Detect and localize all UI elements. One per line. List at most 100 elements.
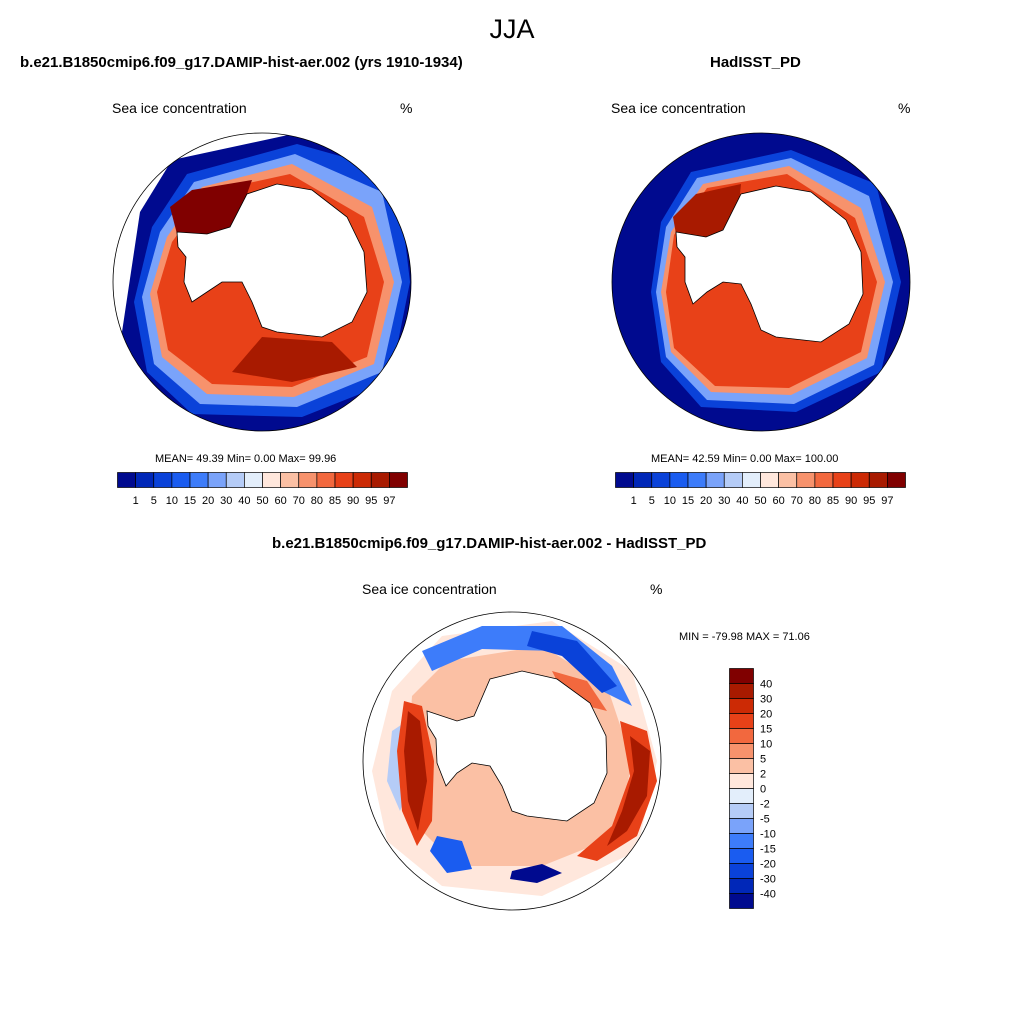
ice-core [673, 184, 741, 244]
colorbar-swatch [887, 472, 906, 488]
colorbar-swatch [298, 472, 318, 488]
colorbar-tick-label: 20 [700, 495, 712, 507]
colorbar-tick-label: 80 [809, 495, 821, 507]
colorbar-tick-label: 85 [329, 495, 341, 507]
colorbar-swatch [651, 472, 671, 488]
colorbar-tick-label: -5 [760, 814, 770, 826]
colorbar-tick-label: 70 [293, 495, 305, 507]
colorbar-swatch [171, 472, 191, 488]
panel-1-map [112, 132, 412, 432]
colorbar-tick-label: 15 [682, 495, 694, 507]
colorbar-swatch [723, 472, 743, 488]
panel-2-colorbar: 1 5 10 15 20 30 40 50 60 70 80 85 90 95 97 [615, 472, 906, 507]
colorbar-tick-label: 40 [238, 495, 250, 507]
colorbar-swatch [370, 472, 390, 488]
colorbar-swatch [850, 472, 870, 488]
colorbar-tick-label: 10 [664, 495, 676, 507]
colorbar-tick-label: 10 [166, 495, 178, 507]
colorbar-tick-label: 2 [760, 769, 766, 781]
colorbar-tick-label: -30 [760, 874, 776, 886]
colorbar-swatch [729, 878, 754, 894]
colorbar-tick-label: 97 [383, 495, 395, 507]
colorbar-swatch [729, 743, 754, 759]
colorbar-swatch [729, 848, 754, 864]
colorbar-tick-label: -15 [760, 844, 776, 856]
colorbar-swatch [615, 472, 634, 488]
colorbar-swatch [334, 472, 354, 488]
colorbar-tick-label: 10 [760, 739, 772, 751]
colorbar-swatch [669, 472, 689, 488]
colorbar-tick-label: 20 [202, 495, 214, 507]
colorbar-swatch [729, 818, 754, 834]
panel-1-stats: MEAN= 49.39 Min= 0.00 Max= 99.96 [155, 453, 337, 465]
colorbar-swatch [729, 833, 754, 849]
diff-negative [510, 864, 562, 883]
antarctica [426, 670, 608, 822]
colorbar-tick-label: -40 [760, 889, 776, 901]
colorbar-tick-label: 95 [365, 495, 377, 507]
colorbar-tick-label: 5 [649, 495, 655, 507]
colorbar-tick-label: 90 [845, 495, 857, 507]
colorbar-tick-label: 97 [881, 495, 893, 507]
panel-1-variable: Sea ice concentration [112, 100, 247, 116]
colorbar-swatch [687, 472, 707, 488]
colorbar-swatch [814, 472, 834, 488]
panel-2-stats: MEAN= 42.59 Min= 0.00 Max= 100.00 [651, 453, 839, 465]
colorbar-swatch [729, 803, 754, 819]
colorbar-tick-label: 95 [863, 495, 875, 507]
colorbar-swatch [207, 472, 227, 488]
colorbar-tick-label: 70 [791, 495, 803, 507]
panel-3-stats: MIN = -79.98 MAX = 71.06 [679, 631, 810, 643]
ice-core [170, 180, 252, 240]
colorbar-tick-label: -10 [760, 829, 776, 841]
colorbar-tick-label: 90 [347, 495, 359, 507]
colorbar-tick-label: 20 [760, 709, 772, 721]
colorbar-tick-label: 40 [760, 679, 772, 691]
colorbar-tick-label: 15 [184, 495, 196, 507]
colorbar-swatch [705, 472, 725, 488]
antarctica [176, 183, 368, 338]
colorbar-swatch [832, 472, 852, 488]
colorbar-swatch [729, 788, 754, 804]
ice-core [232, 337, 357, 382]
panel-2-title: HadISST_PD [710, 54, 801, 71]
colorbar-swatch [729, 863, 754, 879]
colorbar-tick-label: 0 [760, 784, 766, 796]
colorbar-tick-label: 60 [275, 495, 287, 507]
panel-1-title: b.e21.B1850cmip6.f09_g17.DAMIP-hist-aer.… [20, 54, 463, 71]
colorbar-swatch [135, 472, 155, 488]
colorbar-swatch [153, 472, 173, 488]
colorbar-swatch [729, 713, 754, 729]
colorbar-swatch [244, 472, 263, 488]
colorbar-tick-label: 5 [760, 754, 766, 766]
panel-1-units: % [400, 100, 413, 116]
colorbar-tick-label: 40 [736, 495, 748, 507]
colorbar-swatch [729, 893, 754, 909]
colorbar-tick-label: 5 [151, 495, 157, 507]
colorbar-swatch [633, 472, 653, 488]
main-title: JJA [489, 14, 535, 44]
colorbar-swatch [778, 472, 798, 488]
colorbar-tick-label: 50 [754, 495, 766, 507]
diff-positive [607, 736, 650, 846]
colorbar-tick-label: 30 [718, 495, 730, 507]
colorbar-swatch [760, 472, 779, 488]
colorbar-swatch [742, 472, 761, 488]
panel-2-variable: Sea ice concentration [611, 100, 746, 116]
panel-2-map [611, 132, 911, 432]
colorbar-tick-label: 1 [133, 495, 139, 507]
colorbar-swatch [729, 728, 754, 744]
colorbar-swatch [729, 683, 754, 699]
colorbar-swatch [117, 472, 136, 488]
colorbar-swatch [352, 472, 372, 488]
colorbar-tick-label: 60 [773, 495, 785, 507]
colorbar-tick-label: -2 [760, 799, 770, 811]
colorbar-swatch [225, 472, 245, 488]
diff-negative [527, 631, 617, 693]
colorbar-tick-label: 1 [631, 495, 637, 507]
colorbar-tick-label: -20 [760, 859, 776, 871]
panel-3-units: % [650, 581, 663, 597]
colorbar-tick-label: 80 [311, 495, 323, 507]
colorbar-swatch [389, 472, 408, 488]
